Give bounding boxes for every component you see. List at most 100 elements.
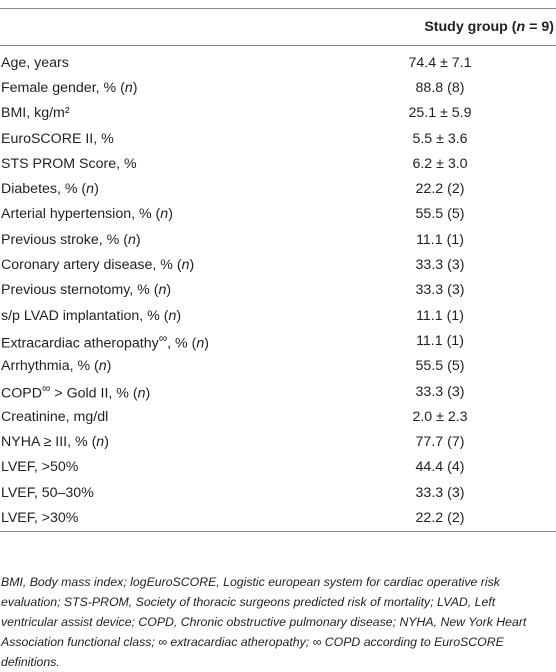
table-row: LVEF, 50–30% 33.3 (3) [0, 480, 556, 505]
row-label-text: LVEF, 50–30% [1, 484, 94, 501]
row-label-text: Previous sternotomy, % ( [1, 282, 159, 299]
row-label-cell: Coronary artery disease, % (n) [0, 252, 324, 277]
row-label-text: NYHA ≥ III, % ( [1, 434, 97, 451]
row-value-cell: 33.3 (3) [415, 257, 465, 274]
row-value-cell: 88.8 (8) [415, 79, 465, 96]
row-label-text: Arterial hypertension, % ( [1, 206, 161, 223]
row-label-cell: Previous sternotomy, % (n) [0, 278, 324, 303]
table-body: Age, years 74.4 ± 7.1 Female gender, % (n)… [0, 46, 556, 532]
row-value-cell: 44.4 (4) [415, 459, 465, 476]
row-value-cell: 6.2 ± 3.0 [412, 155, 468, 172]
row-n-italic: n [181, 257, 190, 274]
row-label-cell: Previous stroke, % (n) [0, 227, 324, 252]
row-value-cell: 74.4 ± 7.1 [408, 54, 472, 71]
table-row: EuroSCORE II, % 5.5 ± 3.6 [0, 126, 556, 151]
row-label-suffix: ) [94, 181, 99, 198]
row-n-italic: n [124, 79, 133, 96]
row-label-text: BMI, kg/m² [1, 105, 70, 122]
row-value-cell: 11.1 (1) [416, 332, 464, 349]
row-label-suffix: ) [168, 206, 173, 223]
row-label-suffix: ) [106, 358, 112, 375]
row-label-text: COPD [1, 385, 42, 402]
row-value-cell: 5.5 ± 3.6 [412, 130, 468, 147]
row-label-suffix: ) [189, 257, 195, 274]
row-value-cell: 33.3 (3) [415, 383, 465, 400]
row-label-suffix: ) [132, 79, 138, 96]
row-label-cell: COPD∞ > Gold II, % (n) [0, 379, 324, 404]
row-label-cell: Arterial hypertension, % (n) [0, 202, 324, 227]
table-row: LVEF, >30% 22.2 (2) [0, 505, 556, 532]
row-label-text: Coronary artery disease, % ( [1, 257, 182, 274]
row-label-cell: Extracardiac atheropathy∞, % (n) [0, 328, 324, 353]
row-label-text-continued: , % ( [167, 335, 197, 352]
table-row: Arrhythmia, % (n) 55.5 (5) [0, 354, 556, 379]
table-row: Previous sternotomy, % (n) 33.3 (3) [0, 278, 556, 303]
table-row: COPD∞ > Gold II, % (n) 33.3 (3) [0, 379, 556, 404]
row-label-cell: LVEF, >50% [0, 455, 324, 480]
row-n-italic: n [196, 335, 205, 352]
row-label-suffix: ) [204, 335, 209, 352]
infinity-footnote-mark: ∞ [158, 330, 168, 345]
row-label-cell: s/p LVAD implantation, % (n) [0, 303, 324, 328]
row-n-italic: n [158, 282, 167, 299]
row-value-cell: 33.3 (3) [415, 484, 465, 501]
row-n-italic: n [98, 358, 107, 375]
row-n-italic: n [127, 231, 136, 248]
row-label-cell: Arrhythmia, % (n) [0, 354, 324, 379]
row-label-cell: BMI, kg/m² [0, 101, 324, 126]
row-label-cell: LVEF, >30% [0, 505, 324, 532]
row-value-cell: 55.5 (5) [415, 358, 465, 375]
row-label-cell: LVEF, 50–30% [0, 480, 324, 505]
row-value-cell: 55.5 (5) [415, 206, 465, 223]
header-label-cell [0, 8, 324, 46]
table-footnote: BMI, Body mass index; logEuroSCORE, Logi… [1, 575, 527, 669]
row-n-italic: n [160, 206, 169, 223]
row-value-cell: 11.1 (1) [416, 307, 464, 324]
row-n-italic: n [137, 385, 146, 402]
row-label-text: Female gender, % ( [1, 79, 125, 96]
row-label-cell: NYHA ≥ III, % (n) [0, 429, 324, 454]
row-value-cell: 25.1 ± 5.9 [408, 105, 472, 122]
row-label-cell: STS PROM Score, % [0, 151, 324, 176]
row-label-text: STS PROM Score, % [1, 155, 137, 172]
row-label-cell: Age, years [0, 46, 324, 76]
table-row: Diabetes, % (n) 22.2 (2) [0, 176, 556, 201]
table-row: STS PROM Score, % 6.2 ± 3.0 [0, 151, 556, 176]
row-n-italic: n [168, 307, 177, 324]
row-label-suffix: ) [176, 307, 182, 324]
table-header-row: Study group (n = 9) [0, 8, 556, 46]
row-n-italic: n [96, 434, 105, 451]
table-row: Creatinine, mg/dl 2.0 ± 2.3 [0, 404, 556, 429]
row-value-cell: 2.0 ± 2.3 [412, 408, 468, 425]
row-label-cell: Female gender, % (n) [0, 75, 324, 100]
table-row: Arterial hypertension, % (n) 55.5 (5) [0, 202, 556, 227]
header-study-group-cell: Study group (n = 9) [324, 8, 556, 46]
row-label-text: s/p LVAD implantation, % ( [1, 307, 169, 324]
row-label-cell: Creatinine, mg/dl [0, 404, 324, 429]
row-label-suffix: ) [104, 434, 109, 451]
table-row: s/p LVAD implantation, % (n) 11.1 (1) [0, 303, 556, 328]
row-label-cell: Diabetes, % (n) [0, 176, 324, 201]
row-label-text: LVEF, >50% [1, 459, 79, 476]
row-label-text: Extracardiac atheropathy [1, 335, 159, 352]
row-label-text: Diabetes, % ( [1, 181, 87, 198]
row-label-suffix: ) [145, 385, 151, 402]
row-label-cell: EuroSCORE II, % [0, 126, 324, 151]
row-value-cell: 22.2 (2) [324, 505, 556, 532]
baseline-characteristics-table: Study group (n = 9) Age, years 74.4 ± 7.1… [0, 8, 556, 532]
row-label-text: LVEF, >30% [1, 509, 79, 526]
row-label-text: Age, years [1, 54, 69, 71]
row-value-cell: 33.3 (3) [415, 282, 465, 299]
table-row: Coronary artery disease, % (n) 33.3 (3) [0, 252, 556, 277]
table-row: Previous stroke, % (n) 11.1 (1) [0, 227, 556, 252]
table-row: LVEF, >50% 44.4 (4) [0, 455, 556, 480]
table-row: Extracardiac atheropathy∞, % (n) 11.1 (1) [0, 328, 556, 353]
header-group-text: Study group ( [424, 19, 517, 35]
header-count-text: = 9) [525, 19, 554, 35]
row-label-suffix: ) [166, 282, 172, 299]
table-row: Female gender, % (n) 88.8 (8) [0, 75, 556, 100]
row-label-text-continued: > Gold II, % ( [50, 385, 138, 402]
row-label-suffix: ) [135, 231, 141, 248]
row-label-text: Arrhythmia, % ( [1, 358, 99, 375]
